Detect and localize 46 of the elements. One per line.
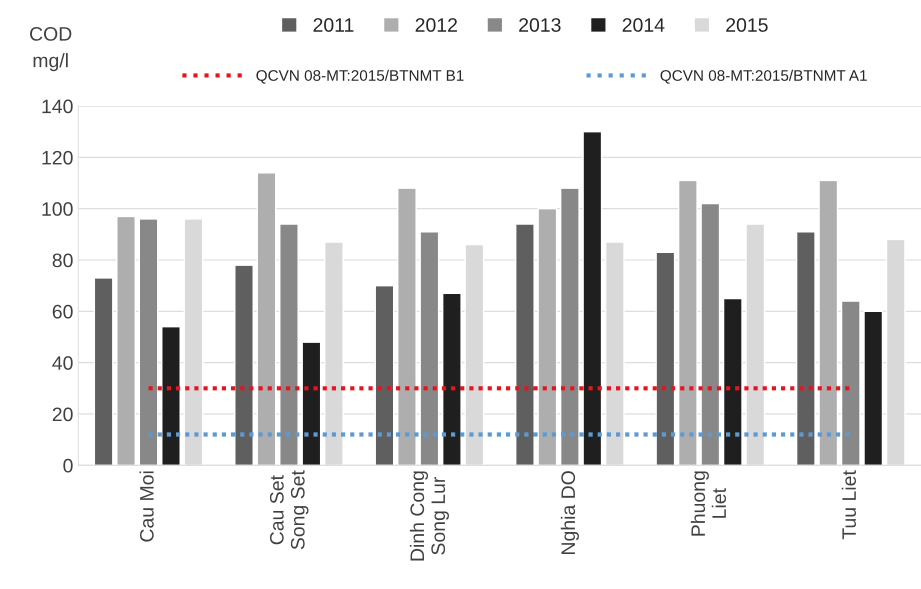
legend-label: 2014	[622, 18, 664, 32]
bar	[420, 231, 440, 466]
y-tick-label: 20	[52, 407, 73, 422]
bar	[655, 252, 676, 466]
bar	[161, 326, 181, 466]
bar	[116, 216, 136, 466]
y-tick-label: 100	[42, 202, 73, 216]
bar	[515, 223, 535, 466]
bar	[863, 310, 884, 466]
bar	[94, 277, 114, 466]
bar	[374, 284, 394, 466]
x-tick-label: Nghia DO	[560, 471, 579, 554]
x-tick-label: Tuu Liet	[842, 470, 856, 540]
y-tick-label: 140	[42, 99, 73, 114]
legend-label: QCVN 08-MT:2015/BTNMT A1	[660, 70, 867, 84]
bar	[256, 172, 276, 466]
bar	[279, 223, 299, 466]
bar	[796, 231, 816, 466]
bar	[234, 264, 254, 466]
y-tick-label: 60	[52, 304, 73, 319]
y-axis-title: COD mg/l	[30, 27, 72, 72]
bar	[537, 208, 558, 466]
bar	[138, 218, 158, 466]
bar	[302, 341, 322, 466]
legend-label: QCVN 08-MT:2015/BTNMT B1	[256, 70, 464, 84]
legend-label: 2013	[519, 18, 561, 32]
bar	[442, 292, 462, 466]
bar	[722, 298, 743, 466]
x-tick-label: Cau Set Song Set	[270, 470, 308, 550]
x-tick-label: Cau Moi	[139, 471, 154, 542]
bar	[582, 130, 602, 466]
x-tick-label: Phuong Liet	[690, 471, 726, 536]
x-tick-label: Dinh Cong Song Lur	[410, 471, 449, 560]
legend-label: 2015	[726, 18, 768, 32]
bar	[560, 187, 580, 466]
legend-label: 2012	[416, 18, 457, 32]
bar	[678, 180, 698, 466]
legend-label: 2011	[314, 18, 354, 32]
bar	[818, 180, 838, 466]
bar	[397, 187, 417, 466]
bar	[700, 202, 720, 466]
y-tick-label: 0	[63, 458, 73, 473]
bar	[840, 300, 861, 466]
y-tick-label: 40	[52, 356, 73, 370]
y-tick-label: 80	[52, 253, 73, 268]
y-tick-label: 120	[42, 150, 73, 165]
